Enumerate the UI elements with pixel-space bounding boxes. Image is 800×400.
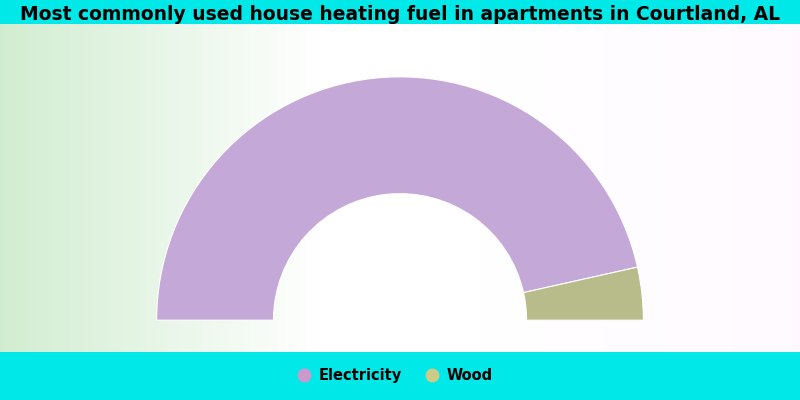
Wedge shape [523,267,643,320]
Text: Most commonly used house heating fuel in apartments in Courtland, AL: Most commonly used house heating fuel in… [20,4,780,24]
Text: Electricity: Electricity [318,368,402,382]
Text: Wood: Wood [446,368,493,382]
Wedge shape [157,77,638,320]
Text: City-Data.com: City-Data.com [607,0,696,1]
